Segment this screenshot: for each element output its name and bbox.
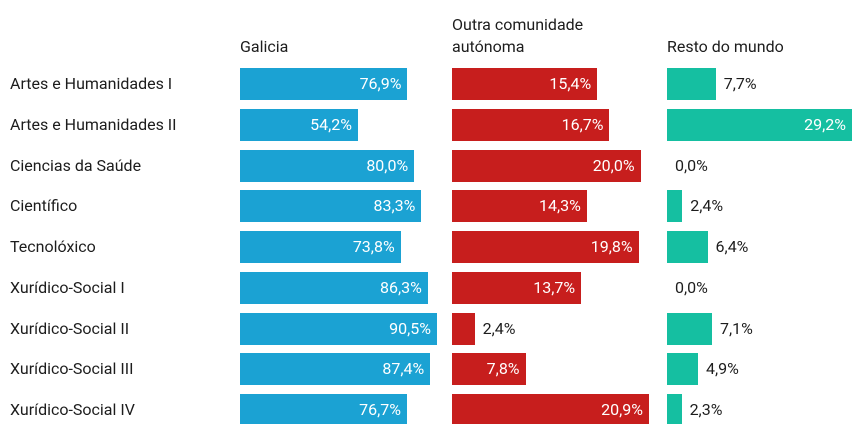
- value-label: 2,3%: [689, 400, 723, 419]
- bar: [452, 68, 598, 100]
- value-label: 54,2%: [310, 114, 352, 134]
- category-label: Xurídico-Social III: [10, 359, 134, 379]
- category-label: Xurídico-Social I: [10, 277, 125, 297]
- category-label: Ciencias da Saúde: [10, 155, 142, 175]
- value-label: 83,3%: [373, 196, 416, 216]
- series-header: Galicia: [240, 37, 289, 56]
- value-label: 2,4%: [690, 196, 724, 216]
- category-label: Artes e Humanidades II: [10, 114, 177, 134]
- category-label: Artes e Humanidades I: [10, 74, 173, 93]
- bar: [452, 231, 639, 263]
- value-label: 87,4%: [382, 359, 425, 379]
- bar: [667, 312, 712, 345]
- value-label: 90,5%: [389, 318, 431, 338]
- value-label: 0,0%: [675, 155, 708, 175]
- category-label: Científico: [10, 196, 78, 216]
- bar: [240, 149, 415, 182]
- value-label: 13,7%: [533, 277, 576, 297]
- bar: [667, 394, 682, 424]
- bar: [452, 149, 641, 182]
- value-label: 7,8%: [486, 359, 520, 379]
- category-label: Xurídico-Social IV: [10, 400, 135, 419]
- value-label: 7,1%: [719, 318, 753, 338]
- bar: [667, 68, 716, 100]
- bar: [240, 190, 422, 223]
- bar: [667, 190, 683, 223]
- value-label: 76,7%: [359, 400, 401, 419]
- value-label: 20,0%: [592, 155, 635, 175]
- value-label: 6,4%: [715, 237, 749, 256]
- bar: [452, 190, 587, 223]
- value-label: 86,3%: [380, 277, 422, 297]
- value-label: 4,9%: [706, 359, 739, 379]
- bar: [240, 231, 401, 263]
- value-label: 16,7%: [561, 114, 604, 134]
- series-header: Outra comunidade autónoma: [452, 15, 584, 56]
- value-label: 29,2%: [804, 114, 846, 134]
- bar: [667, 231, 708, 263]
- bar: [240, 271, 428, 304]
- bar: [452, 312, 475, 345]
- value-label: 0,0%: [675, 277, 708, 297]
- value-label: 15,4%: [549, 74, 592, 93]
- bar: [240, 108, 358, 141]
- bar: [240, 68, 408, 100]
- value-label: 76,9%: [359, 74, 402, 93]
- bar: [240, 312, 437, 345]
- value-label: 14,3%: [538, 196, 581, 216]
- value-label: 80,0%: [366, 155, 409, 175]
- value-label: 20,9%: [601, 400, 643, 419]
- bar: [240, 353, 431, 386]
- value-label: 73,8%: [352, 237, 395, 256]
- bar: [240, 394, 407, 424]
- bar: [667, 353, 699, 386]
- value-label: 7,7%: [723, 74, 757, 93]
- bar: [452, 394, 649, 424]
- bar: [452, 271, 582, 304]
- bar: [452, 108, 610, 141]
- value-label: 19,8%: [590, 237, 633, 256]
- value-label: 2,4%: [482, 318, 516, 338]
- category-label: Xurídico-Social II: [10, 318, 130, 338]
- bar: [667, 108, 852, 141]
- category-label: Tecnolóxico: [10, 237, 96, 256]
- series-header: Resto do mundo: [667, 37, 784, 56]
- bar: [452, 353, 526, 386]
